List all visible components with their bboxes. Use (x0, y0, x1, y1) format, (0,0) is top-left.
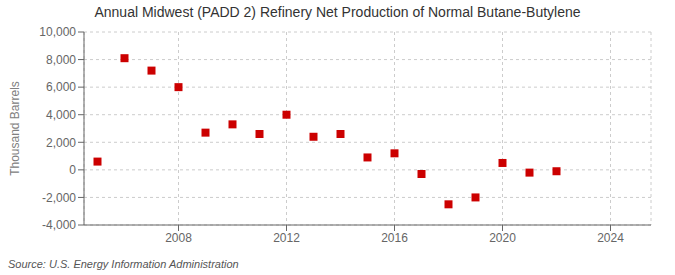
svg-text:2012: 2012 (273, 231, 300, 245)
svg-text:8,000: 8,000 (46, 53, 76, 67)
svg-text:0: 0 (69, 163, 76, 177)
svg-text:6,000: 6,000 (46, 80, 76, 94)
svg-text:2008: 2008 (165, 231, 192, 245)
svg-text:2016: 2016 (381, 231, 408, 245)
svg-text:4,000: 4,000 (46, 108, 76, 122)
svg-text:2,000: 2,000 (46, 136, 76, 150)
svg-text:10,000: 10,000 (39, 25, 76, 39)
svg-text:-2,000: -2,000 (42, 191, 76, 205)
svg-text:-4,000: -4,000 (42, 218, 76, 232)
svg-text:2020: 2020 (489, 231, 516, 245)
html-text:Source: U.S. Energy Informatio: Source: U.S. Energy Information Administ… (8, 258, 239, 270)
svg-text:2024: 2024 (597, 231, 624, 245)
svg-text:Thousand Barrels: Thousand Barrels (8, 81, 22, 176)
html-text:Annual Midwest (PADD 2) Refine: Annual Midwest (PADD 2) Refinery Net Pro… (94, 4, 581, 20)
